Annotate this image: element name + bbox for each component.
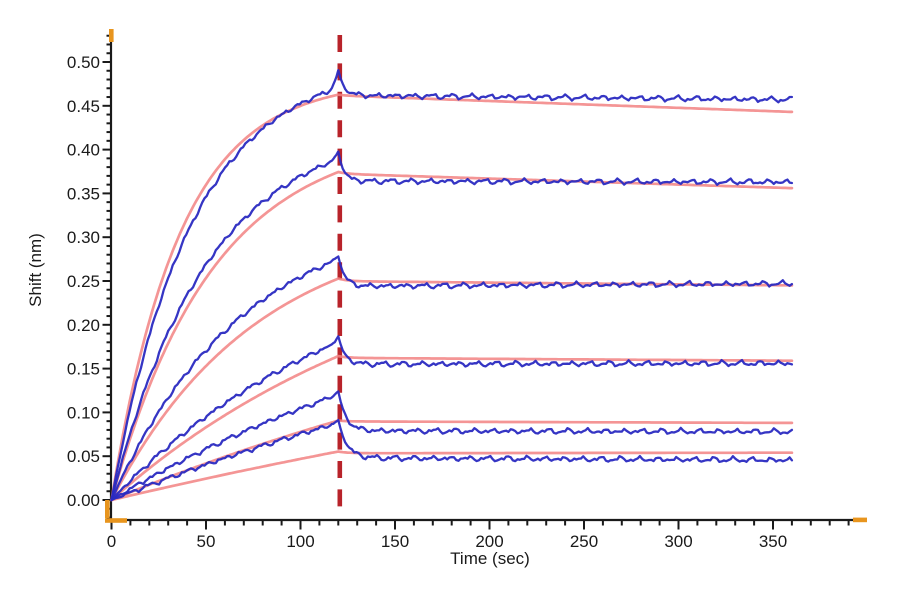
y-axis-title: Shift (nm) bbox=[26, 233, 45, 307]
x-tick-label: 300 bbox=[664, 532, 692, 551]
x-tick-label: 350 bbox=[759, 532, 787, 551]
axis-range-markers bbox=[105, 29, 867, 523]
x-tick-label: 150 bbox=[381, 532, 409, 551]
fit-curve-2 bbox=[110, 170, 794, 502]
x-tick-label: 250 bbox=[570, 532, 598, 551]
data-curve-4 bbox=[110, 335, 794, 502]
x-range-marker-right bbox=[853, 517, 867, 523]
y-tick-label: 0.10 bbox=[67, 403, 100, 422]
x-tick-labels: 0 50 100 150 200 250 300 350 bbox=[107, 532, 787, 551]
fit-curve-3 bbox=[110, 277, 794, 502]
y-tick-label: 0.25 bbox=[67, 272, 100, 291]
x-tick-label: 200 bbox=[475, 532, 503, 551]
x-ticks bbox=[110, 521, 850, 530]
y-tick-labels: 0.00 0.05 0.10 0.15 0.20 0.25 0.30 0.35 0.40 0.45… bbox=[67, 53, 100, 510]
y-tick-label: 0.05 bbox=[67, 447, 100, 466]
fit-curve-1 bbox=[110, 93, 794, 502]
fit-curve-6 bbox=[110, 450, 794, 502]
data-curve-2 bbox=[110, 150, 794, 502]
x-tick-label: 100 bbox=[286, 532, 314, 551]
data-curve-1 bbox=[110, 69, 794, 502]
y-tick-label: 0.45 bbox=[67, 97, 100, 116]
x-axis-title: Time (sec) bbox=[450, 549, 530, 568]
origin-range-marker-horizontal bbox=[105, 518, 127, 523]
data-curve-6 bbox=[110, 418, 794, 502]
x-tick-label: 0 bbox=[107, 532, 116, 551]
y-tick-label: 0.40 bbox=[67, 141, 100, 160]
data-curves bbox=[110, 69, 794, 502]
origin-range-marker-vertical bbox=[105, 500, 110, 518]
data-curve-3 bbox=[110, 255, 794, 502]
x-tick-label: 50 bbox=[197, 532, 216, 551]
y-tick-label: 0.35 bbox=[67, 184, 100, 203]
y-tick-label: 0.00 bbox=[67, 491, 100, 510]
data-curve-5 bbox=[110, 390, 794, 502]
y-tick-label: 0.20 bbox=[67, 316, 100, 335]
fit-curves bbox=[110, 93, 794, 502]
y-tick-label: 0.15 bbox=[67, 360, 100, 379]
axes bbox=[108, 31, 862, 523]
fit-curve-4 bbox=[110, 354, 794, 502]
y-tick-label: 0.50 bbox=[67, 53, 100, 72]
y-range-marker-top bbox=[109, 29, 114, 42]
y-tick-label: 0.30 bbox=[67, 228, 100, 247]
y-ticks bbox=[102, 34, 111, 519]
